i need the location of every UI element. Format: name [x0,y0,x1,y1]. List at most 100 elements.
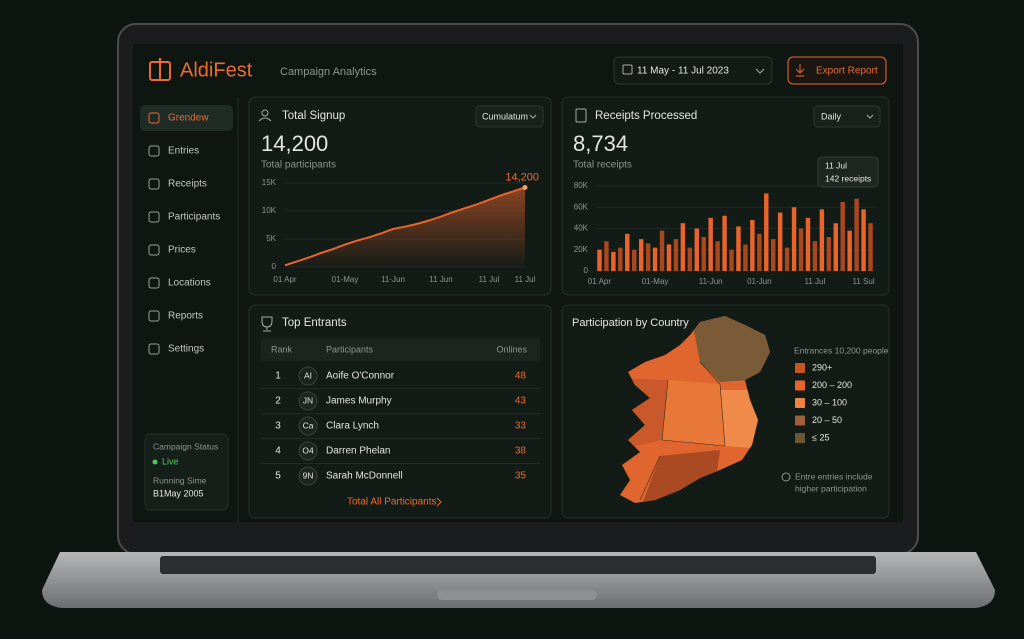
avatar [298,466,318,486]
chevron [529,114,537,119]
nav-item[interactable]: Participants [168,212,220,223]
bar [791,207,797,271]
nav-item[interactable]: Prices [168,245,196,256]
chevron [866,114,874,119]
bar [611,251,616,271]
x-tick-label: 11-Jun [381,275,405,284]
nav-item[interactable]: Locations [168,278,211,289]
table-header [261,338,540,361]
bar [854,198,859,271]
participant-name: Darren Phelan [326,446,390,457]
participant-name: Aoife O'Connor [326,371,395,382]
bar [673,239,679,271]
nav-icon [148,145,160,157]
bar [861,209,866,271]
avatar [298,416,318,436]
export-label: Export Report [816,66,878,77]
active-item [140,105,233,131]
avatar-initials: O4 [302,445,314,455]
y-tick-label: 80K [574,181,589,190]
card-title: Total Signup [282,110,345,122]
data-label: 14,200 [505,171,539,183]
bar [826,237,832,271]
bar [868,223,873,271]
status-label: Campaign Status [153,441,218,451]
bar [687,247,693,271]
entries: 38 [515,446,527,457]
caption: Total participants [261,160,336,171]
rank: 5 [275,471,281,482]
keyboard [160,556,876,574]
dropdown[interactable] [813,105,881,128]
dropdown-label: Daily [821,111,842,121]
participant-name: James Murphy [326,396,392,407]
bar [743,244,748,271]
bar [701,237,706,271]
note: higher participation [795,483,867,493]
legend-label: 30 – 100 [812,397,847,407]
nav-item[interactable]: Settings [168,344,204,355]
bar [659,230,665,271]
bar [645,243,651,271]
bar [638,239,644,271]
line [284,186,526,267]
column-header: Rank [271,344,293,354]
bar [736,226,741,271]
big-number: 8,734 [573,131,628,156]
nav-item[interactable]: Reports [168,311,203,322]
bar [764,193,769,271]
x-tick-label: 01 Apr [588,277,611,286]
nav-item[interactable]: Receipts [168,179,207,190]
x-tick-label: 11 Jul [805,277,826,286]
column-header: Onlines [496,344,527,354]
bar [750,220,755,271]
y-tick-label: 5K [266,234,276,243]
point [522,184,528,190]
bar [812,241,818,271]
x-tick-label: 01-Jun [747,277,771,286]
nav-icon [148,112,160,124]
avatar [298,391,318,411]
legend-swatch [795,380,805,391]
legend-swatch [795,433,805,443]
x-tick-label: 11 Jul [515,275,536,284]
entrants-card [248,304,552,519]
download-icon [795,64,805,77]
bar [771,239,776,271]
calendar-icon [622,64,633,75]
running-label: Running Sime [153,475,207,485]
nav-item[interactable]: Grendew [168,113,209,124]
bar [840,201,845,271]
bar [597,249,602,271]
nav-item[interactable]: Entries [168,146,199,157]
nav-icon [148,343,160,355]
subtitle: Campaign Analytics [280,66,377,78]
card-title: Receipts Processed [595,110,697,122]
avatar-initials: JN [303,395,313,405]
entries: 48 [515,371,527,382]
date-picker[interactable] [613,56,773,85]
table-footer-link[interactable]: Total All Participants [347,497,437,508]
avatar-initials: Ca [303,420,314,430]
logo: AldiFest [180,59,253,81]
nav-icon [148,244,160,256]
card-title: Participation by Country [572,317,689,329]
dropdown[interactable] [475,105,544,128]
y-tick-label: 0 [584,266,589,275]
nav-icon [148,277,160,289]
users-icon [258,117,272,122]
nav-icon [148,310,160,322]
bar [666,244,672,271]
nav-icon [148,211,160,223]
bar [798,228,804,271]
rank: 2 [275,396,281,407]
bar [833,223,838,271]
y-tick-label: 60K [574,202,589,211]
x-tick-label: 01-May [332,275,359,284]
column-header: Participants [326,344,374,354]
status-box [144,433,229,511]
export-button[interactable] [787,56,887,85]
x-tick-label: 11 Sul [853,277,875,286]
